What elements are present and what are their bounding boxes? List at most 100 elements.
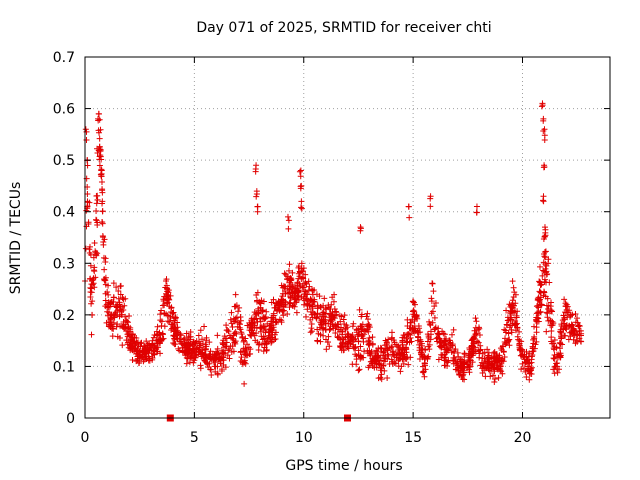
data-point bbox=[247, 321, 254, 328]
data-point bbox=[448, 331, 455, 338]
data-point bbox=[282, 271, 289, 278]
data-point bbox=[270, 296, 277, 303]
data-point bbox=[450, 350, 457, 357]
data-point bbox=[431, 303, 438, 310]
data-point bbox=[186, 342, 193, 349]
data-point bbox=[238, 354, 245, 361]
data-point bbox=[403, 339, 410, 346]
data-point bbox=[338, 340, 345, 347]
data-point bbox=[542, 254, 549, 261]
data-point bbox=[261, 314, 268, 321]
data-point bbox=[325, 320, 332, 327]
data-point bbox=[214, 370, 221, 377]
data-point bbox=[353, 327, 360, 334]
data-point bbox=[126, 312, 133, 319]
data-point bbox=[509, 300, 516, 307]
data-point bbox=[550, 355, 557, 362]
data-point bbox=[537, 308, 544, 315]
data-point bbox=[448, 342, 455, 349]
data-point bbox=[268, 331, 275, 338]
data-point bbox=[557, 340, 564, 347]
data-point bbox=[291, 290, 298, 297]
data-point bbox=[345, 331, 352, 338]
data-point bbox=[380, 362, 387, 369]
data-point bbox=[157, 340, 164, 347]
data-point bbox=[503, 329, 510, 336]
data-point bbox=[185, 334, 192, 341]
data-point bbox=[225, 347, 232, 354]
data-point bbox=[337, 324, 344, 331]
data-point bbox=[124, 318, 131, 325]
data-point bbox=[237, 326, 244, 333]
data-point bbox=[412, 314, 419, 321]
data-point bbox=[260, 327, 267, 334]
data-point bbox=[420, 369, 427, 376]
y-tick-label: 0.6 bbox=[53, 102, 75, 118]
data-point bbox=[317, 331, 324, 338]
data-point bbox=[427, 195, 434, 202]
data-point bbox=[135, 341, 142, 348]
data-point bbox=[416, 347, 423, 354]
data-point bbox=[229, 335, 236, 342]
data-point bbox=[124, 339, 131, 346]
data-point bbox=[541, 136, 548, 143]
data-point bbox=[298, 205, 305, 212]
data-point bbox=[133, 358, 140, 365]
data-point bbox=[528, 353, 535, 360]
data-point bbox=[421, 360, 428, 367]
data-point bbox=[391, 339, 398, 346]
data-point bbox=[214, 345, 221, 352]
data-point bbox=[477, 346, 484, 353]
data-point bbox=[159, 331, 166, 338]
data-point bbox=[94, 145, 101, 152]
data-point bbox=[519, 360, 526, 367]
data-point bbox=[539, 272, 546, 279]
data-point bbox=[285, 225, 292, 232]
data-point bbox=[305, 287, 312, 294]
data-point bbox=[430, 288, 437, 295]
data-point bbox=[286, 261, 293, 268]
data-point bbox=[536, 263, 543, 270]
data-point bbox=[231, 303, 238, 310]
data-point bbox=[195, 332, 202, 339]
data-point bbox=[388, 329, 395, 336]
data-point bbox=[302, 279, 309, 286]
data-point bbox=[512, 300, 519, 307]
data-point bbox=[87, 251, 94, 258]
data-point bbox=[160, 297, 167, 304]
data-point bbox=[230, 318, 237, 325]
data-point bbox=[285, 217, 292, 224]
data-point bbox=[477, 362, 484, 369]
data-point bbox=[427, 203, 434, 210]
data-point bbox=[298, 198, 305, 205]
data-point bbox=[538, 103, 545, 110]
data-point bbox=[255, 341, 262, 348]
data-point bbox=[523, 374, 530, 381]
data-point bbox=[153, 332, 160, 339]
data-point bbox=[133, 334, 140, 341]
data-point bbox=[314, 326, 321, 333]
data-point bbox=[332, 330, 339, 337]
data-point bbox=[484, 346, 491, 353]
data-point bbox=[548, 334, 555, 341]
data-point bbox=[461, 350, 468, 357]
data-point bbox=[263, 308, 270, 315]
data-point bbox=[543, 309, 550, 316]
data-point bbox=[347, 338, 354, 345]
data-point bbox=[197, 340, 204, 347]
data-point bbox=[282, 298, 289, 305]
data-point bbox=[172, 341, 179, 348]
data-point bbox=[533, 329, 540, 336]
data-point bbox=[193, 352, 200, 359]
data-point bbox=[240, 338, 247, 345]
data-point bbox=[340, 336, 347, 343]
data-point bbox=[470, 340, 477, 347]
data-point bbox=[308, 297, 315, 304]
data-point bbox=[161, 323, 168, 330]
data-point bbox=[351, 336, 358, 343]
data-point bbox=[541, 126, 548, 133]
data-point bbox=[218, 347, 225, 354]
data-point bbox=[102, 259, 109, 266]
data-point bbox=[414, 337, 421, 344]
data-point bbox=[384, 375, 391, 382]
